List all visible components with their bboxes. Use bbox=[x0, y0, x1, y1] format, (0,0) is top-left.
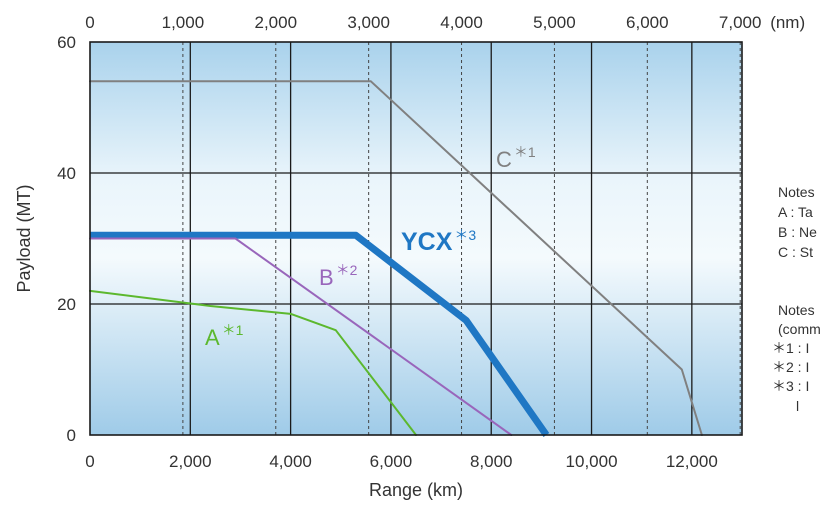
plot-border bbox=[89, 41, 743, 436]
y-axis-title: Payload (MT) bbox=[14, 184, 34, 292]
series-line-b bbox=[89, 237, 513, 436]
notes-line: (comm bbox=[778, 321, 821, 337]
series-line-a bbox=[89, 289, 417, 436]
y-tick-label: 40 bbox=[57, 164, 76, 183]
notes-line: ＊1 : I bbox=[772, 340, 809, 356]
y-tick-label: 60 bbox=[57, 33, 76, 52]
x-tick-label: 2,000 bbox=[169, 452, 212, 471]
x2-tick-label: 4,000 bbox=[440, 13, 483, 32]
x-tick-label: 8,000 bbox=[470, 452, 513, 471]
x2-tick-label: 5,000 bbox=[533, 13, 576, 32]
series-label-ycx: YCX ＊3 bbox=[401, 227, 476, 256]
series-label-a: A ＊1 bbox=[205, 322, 244, 350]
notes-line: Notes bbox=[778, 302, 815, 318]
series-name: A bbox=[205, 325, 220, 350]
x-tick-label: 0 bbox=[85, 452, 94, 471]
series-name: B bbox=[319, 265, 334, 290]
notes-line: B : Ne bbox=[778, 224, 817, 240]
x2-tick-label: 3,000 bbox=[347, 13, 390, 32]
notes-line: Notes bbox=[778, 184, 815, 200]
series-line-c bbox=[89, 80, 703, 436]
y-tick-label: 0 bbox=[67, 426, 76, 445]
series-note-mark: ＊3 bbox=[454, 227, 476, 243]
series-label-c: C ＊1 bbox=[496, 144, 536, 172]
notes-line: C : St bbox=[778, 244, 813, 260]
x-tick-label: 12,000 bbox=[666, 452, 718, 471]
x2-tick-label: 7,000 bbox=[719, 13, 762, 32]
x-tick-label: 4,000 bbox=[269, 452, 312, 471]
x2-tick-label: 6,000 bbox=[626, 13, 669, 32]
x2-unit-label: (nm) bbox=[770, 13, 805, 32]
x-tick-label: 10,000 bbox=[566, 452, 618, 471]
series-note-mark: ＊1 bbox=[222, 322, 244, 338]
notes-cropped-glyph: l bbox=[796, 398, 799, 414]
x2-tick-label: 2,000 bbox=[254, 13, 297, 32]
notes-line: A : Ta bbox=[778, 204, 813, 220]
series-name: C bbox=[496, 147, 512, 172]
y-tick-label: 20 bbox=[57, 295, 76, 314]
series-name: YCX bbox=[401, 228, 453, 256]
x-tick-label: 6,000 bbox=[370, 452, 413, 471]
x2-tick-label: 0 bbox=[85, 13, 94, 32]
series-label-b: B ＊2 bbox=[319, 262, 358, 290]
series-line-ycx bbox=[90, 231, 550, 438]
x-axis-title: Range (km) bbox=[369, 480, 463, 500]
x2-tick-label: 1,000 bbox=[162, 13, 205, 32]
notes-line: ＊2 : I bbox=[772, 359, 809, 375]
notes-line: ＊3 : I bbox=[772, 378, 809, 394]
series-note-mark: ＊1 bbox=[514, 144, 536, 160]
series-note-mark: ＊2 bbox=[336, 262, 358, 278]
